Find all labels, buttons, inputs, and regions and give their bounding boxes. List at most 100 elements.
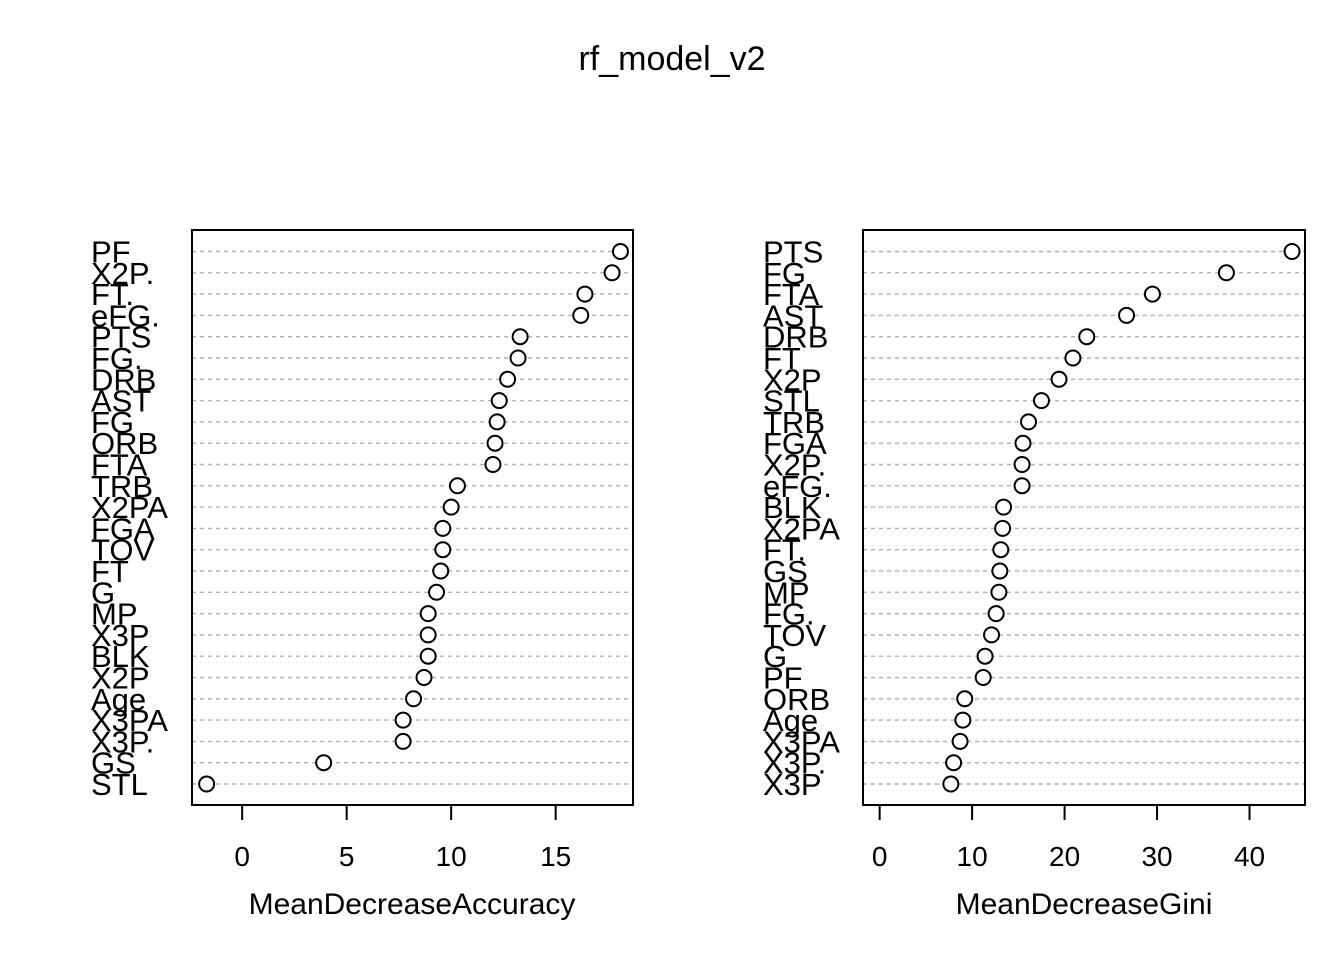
data-point (990, 583, 1008, 601)
variable-label: TRB (763, 405, 825, 440)
variable-label: FG. (763, 597, 815, 632)
data-point (976, 647, 994, 665)
x-axis-label: MeanDecreaseAccuracy (249, 888, 576, 921)
data-point (1078, 328, 1096, 346)
data-point (488, 413, 506, 431)
data-point (499, 370, 517, 388)
data-point (1032, 392, 1050, 410)
data-point (994, 519, 1012, 537)
variable-label: G (91, 575, 115, 610)
variable-label: GS (763, 554, 808, 589)
data-point (486, 434, 504, 452)
variable-label: DRB (91, 362, 156, 397)
x-tick-label: 15 (540, 841, 571, 872)
variable-label: Age (763, 703, 818, 738)
variable-label: Age (91, 682, 146, 717)
data-point (987, 605, 1005, 623)
data-point (315, 754, 333, 772)
variable-label: TOV (763, 618, 826, 653)
variable-label: PTS (763, 235, 823, 270)
x-tick-label: 40 (1234, 841, 1265, 872)
data-point (951, 732, 969, 750)
data-point (415, 669, 433, 686)
data-point (405, 690, 423, 708)
variable-label: FT. (763, 533, 806, 568)
data-point (1020, 413, 1038, 431)
variable-label: X3P. (91, 724, 154, 759)
data-point (511, 328, 529, 346)
data-point (995, 498, 1013, 516)
variable-label: MP (91, 597, 138, 632)
variable-label: eFG. (91, 298, 160, 333)
data-point (603, 264, 621, 282)
data-point (394, 732, 412, 750)
variable-label: FGA (91, 511, 155, 546)
data-point (1014, 434, 1032, 452)
variable-label: STL (91, 767, 148, 802)
variable-label: X3P (91, 618, 150, 653)
data-point (1118, 306, 1136, 324)
variable-label: eFG. (763, 469, 832, 504)
chart-title-text: rf_model_v2 (578, 40, 765, 78)
x-tick-label: 5 (339, 841, 355, 872)
variable-label: TOV (91, 533, 154, 568)
variable-label: X3P (763, 767, 822, 802)
variable-label: X2PA (91, 490, 168, 525)
data-point (1013, 477, 1031, 495)
variable-label: FG (91, 405, 134, 440)
x-axis-label: MeanDecreaseGini (956, 888, 1213, 921)
variable-label: ORB (763, 682, 830, 717)
plot-frame (862, 229, 1306, 806)
variable-label: AST (91, 384, 151, 419)
data-point (1143, 285, 1161, 303)
data-point (448, 477, 466, 495)
data-point (434, 519, 452, 537)
variable-label: PF (763, 661, 803, 696)
data-point (198, 775, 216, 793)
data-point (1283, 243, 1301, 260)
data-point (611, 243, 629, 260)
x-tick-label: 30 (1141, 841, 1172, 872)
data-point (992, 541, 1010, 559)
variable-label: X3PA (763, 724, 840, 759)
data-point (442, 498, 460, 516)
data-point (490, 392, 508, 410)
variable-label: DRB (763, 320, 828, 355)
data-point (983, 626, 1001, 644)
data-point (974, 669, 992, 686)
variable-label: GS (91, 746, 136, 781)
variable-label: FT (763, 341, 801, 376)
data-point (432, 562, 450, 580)
variable-label: FT. (91, 277, 134, 312)
data-point (419, 605, 437, 623)
variable-label: X3PA (91, 703, 168, 738)
variable-label: ORB (91, 426, 158, 461)
data-point (991, 562, 1009, 580)
variable-label: X2P (91, 661, 150, 696)
variable-label: FTA (763, 277, 820, 312)
data-point (509, 349, 527, 367)
variable-label: PTS (91, 320, 151, 355)
x-tick-label: 0 (234, 841, 250, 872)
data-point (942, 775, 960, 793)
variable-label: X2PA (763, 511, 840, 546)
data-point (484, 456, 502, 473)
variable-label: FG. (91, 341, 143, 376)
data-point (394, 711, 412, 729)
plot-frame (191, 229, 634, 806)
data-point (419, 647, 437, 665)
variable-label: FGA (763, 426, 827, 461)
variable-label: BLK (91, 639, 150, 674)
data-point (954, 711, 972, 729)
variable-label: X2P. (91, 256, 154, 291)
variable-label: FT (91, 554, 129, 589)
x-tick-label: 20 (1049, 841, 1080, 872)
variable-label: X2P (763, 362, 822, 397)
variable-label: BLK (763, 490, 822, 525)
data-point (956, 690, 974, 708)
data-point (434, 541, 452, 559)
variable-label: G (763, 639, 787, 674)
x-tick-label: 10 (957, 841, 988, 872)
variable-label: PF (91, 235, 131, 270)
